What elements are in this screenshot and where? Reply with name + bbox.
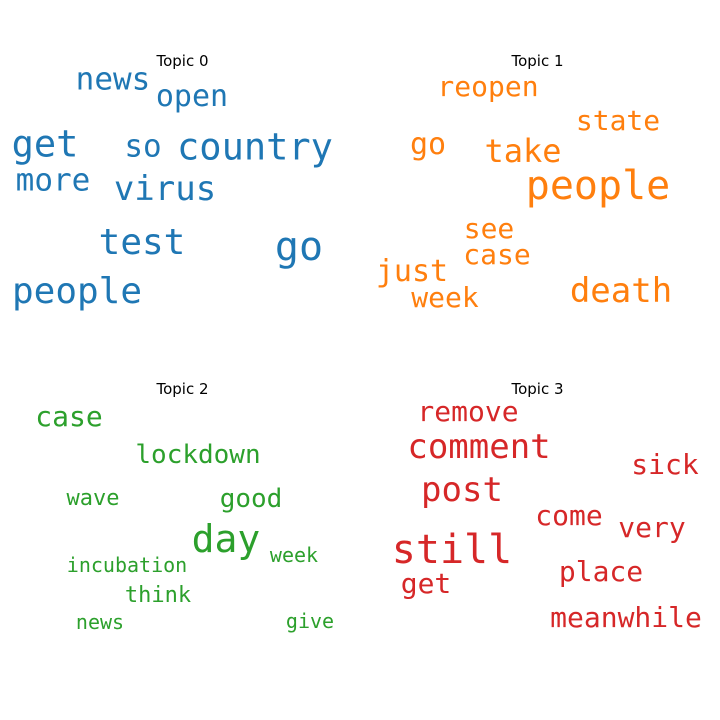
topic-title: Topic 2 — [156, 380, 209, 398]
word-come: come — [535, 499, 603, 532]
word-state: state — [575, 104, 661, 137]
word-news: news — [75, 610, 125, 634]
topic-title: Topic 0 — [156, 52, 209, 70]
word-case: case — [463, 238, 531, 271]
word-meanwhile: meanwhile — [550, 601, 702, 634]
word-cloud: reopen state go take people see case just week de… — [360, 52, 715, 382]
word-test: test — [98, 222, 186, 263]
word-think: think — [124, 583, 192, 608]
word-comment: comment — [407, 427, 551, 467]
word-go: go — [274, 224, 324, 270]
word-lockdown: lockdown — [135, 440, 261, 470]
word-week: week — [269, 543, 319, 567]
word-take: take — [484, 132, 562, 170]
word-people: people — [11, 271, 143, 312]
word-cloud: case lockdown wave good day week incubation thi… — [5, 380, 360, 710]
word-so: so — [124, 128, 162, 165]
word-virus: virus — [113, 169, 217, 209]
topic-panel-3: Topic 3 remove comment sick post come very sti… — [360, 380, 715, 710]
word-death: death — [569, 271, 673, 311]
word-open: open — [155, 79, 229, 114]
word-day: day — [191, 517, 261, 561]
word-case: case — [35, 400, 103, 433]
word-still: still — [391, 527, 513, 573]
topic-panel-1: Topic 1 reopen state go take people see case ju… — [360, 52, 715, 382]
word-post: post — [421, 470, 503, 510]
word-cloud: remove comment sick post come very still place g… — [360, 380, 715, 710]
word-country: country — [177, 125, 333, 169]
word-reopen: reopen — [437, 70, 539, 103]
word-very: very — [618, 511, 686, 544]
topic-panel-2: Topic 2 case lockdown wave good day week incub… — [5, 380, 360, 710]
word-see: see — [463, 212, 515, 245]
word-week: week — [411, 281, 479, 314]
topic-panel-0: Topic 0 news open get so country more virus tes… — [5, 52, 360, 382]
word-give: give — [285, 609, 335, 633]
word-get: get — [11, 122, 79, 166]
topic-title: Topic 3 — [511, 380, 564, 398]
word-good: good — [219, 484, 283, 514]
topic-title: Topic 1 — [511, 52, 564, 70]
word-sick: sick — [631, 448, 699, 481]
word-people: people — [525, 163, 671, 209]
word-cloud: news open get so country more virus test go peopl… — [5, 52, 360, 382]
word-incubation: incubation — [66, 553, 188, 577]
word-wave: wave — [66, 486, 120, 511]
word-get: get — [400, 567, 452, 600]
word-place: place — [558, 555, 644, 588]
word-remove: remove — [417, 395, 519, 428]
word-more: more — [15, 162, 91, 199]
word-go: go — [409, 127, 447, 162]
word-just: just — [375, 254, 449, 289]
word-news: news — [75, 61, 151, 98]
